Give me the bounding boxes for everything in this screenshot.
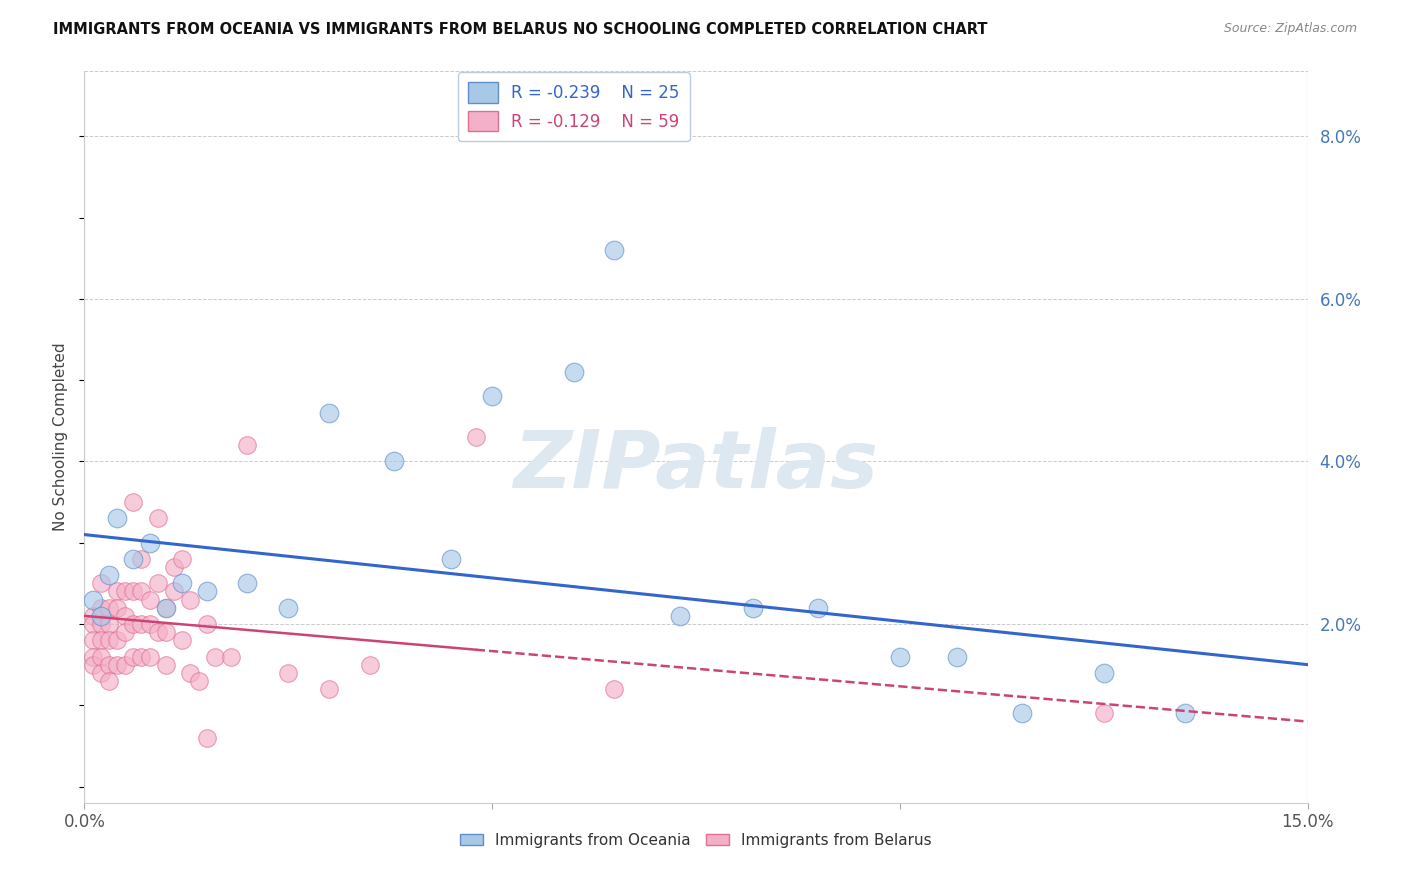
- Point: [1174, 706, 1197, 721]
- Point: [187, 673, 209, 688]
- Point: [122, 617, 145, 632]
- Point: [236, 576, 259, 591]
- Point: [90, 665, 112, 680]
- Point: [114, 657, 136, 672]
- Point: [155, 600, 177, 615]
- Point: [807, 600, 830, 615]
- Point: [603, 681, 626, 696]
- Point: [122, 649, 145, 664]
- Point: [105, 657, 128, 672]
- Point: [97, 673, 120, 688]
- Point: [122, 495, 145, 509]
- Point: [179, 665, 201, 680]
- Point: [146, 511, 169, 525]
- Point: [603, 243, 626, 257]
- Point: [146, 576, 169, 591]
- Point: [236, 438, 259, 452]
- Point: [318, 681, 340, 696]
- Point: [82, 657, 104, 672]
- Point: [90, 617, 112, 632]
- Point: [946, 649, 969, 664]
- Point: [742, 600, 765, 615]
- Point: [889, 649, 911, 664]
- Legend: Immigrants from Oceania, Immigrants from Belarus: Immigrants from Oceania, Immigrants from…: [454, 827, 938, 854]
- Point: [318, 406, 340, 420]
- Point: [97, 657, 120, 672]
- Point: [359, 657, 381, 672]
- Point: [105, 600, 128, 615]
- Point: [204, 649, 226, 664]
- Point: [105, 633, 128, 648]
- Point: [277, 665, 299, 680]
- Point: [146, 625, 169, 640]
- Point: [179, 592, 201, 607]
- Point: [114, 584, 136, 599]
- Text: IMMIGRANTS FROM OCEANIA VS IMMIGRANTS FROM BELARUS NO SCHOOLING COMPLETED CORREL: IMMIGRANTS FROM OCEANIA VS IMMIGRANTS FR…: [53, 22, 988, 37]
- Point: [382, 454, 405, 468]
- Point: [90, 633, 112, 648]
- Point: [1092, 665, 1115, 680]
- Point: [131, 552, 153, 566]
- Point: [82, 617, 104, 632]
- Point: [138, 649, 160, 664]
- Point: [90, 600, 112, 615]
- Point: [562, 365, 585, 379]
- Point: [195, 617, 218, 632]
- Point: [105, 511, 128, 525]
- Point: [163, 560, 186, 574]
- Point: [90, 576, 112, 591]
- Point: [82, 649, 104, 664]
- Point: [668, 608, 690, 623]
- Point: [138, 592, 160, 607]
- Point: [440, 552, 463, 566]
- Point: [163, 584, 186, 599]
- Point: [131, 617, 153, 632]
- Point: [105, 584, 128, 599]
- Point: [82, 592, 104, 607]
- Point: [277, 600, 299, 615]
- Point: [172, 552, 194, 566]
- Point: [464, 430, 486, 444]
- Point: [481, 389, 503, 403]
- Point: [172, 576, 194, 591]
- Point: [195, 584, 218, 599]
- Point: [131, 649, 153, 664]
- Point: [1092, 706, 1115, 721]
- Point: [114, 625, 136, 640]
- Point: [155, 657, 177, 672]
- Point: [155, 625, 177, 640]
- Y-axis label: No Schooling Completed: No Schooling Completed: [53, 343, 69, 532]
- Point: [195, 731, 218, 745]
- Point: [131, 584, 153, 599]
- Point: [97, 600, 120, 615]
- Point: [172, 633, 194, 648]
- Point: [97, 568, 120, 582]
- Point: [90, 608, 112, 623]
- Point: [114, 608, 136, 623]
- Point: [82, 608, 104, 623]
- Text: Source: ZipAtlas.com: Source: ZipAtlas.com: [1223, 22, 1357, 36]
- Point: [90, 649, 112, 664]
- Point: [97, 617, 120, 632]
- Point: [122, 584, 145, 599]
- Point: [122, 552, 145, 566]
- Point: [97, 633, 120, 648]
- Text: ZIPatlas: ZIPatlas: [513, 427, 879, 506]
- Point: [155, 600, 177, 615]
- Point: [219, 649, 242, 664]
- Point: [138, 535, 160, 549]
- Point: [1011, 706, 1033, 721]
- Point: [138, 617, 160, 632]
- Point: [82, 633, 104, 648]
